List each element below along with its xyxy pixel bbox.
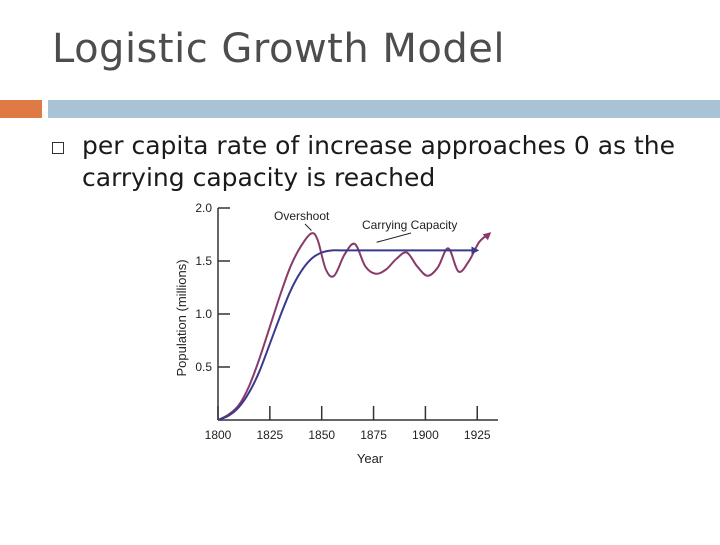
- slide-title: Logistic Growth Model: [52, 26, 505, 72]
- y-tick-label: 0.5: [195, 360, 212, 374]
- x-tick-label: 1925: [464, 428, 491, 442]
- y-tick-label: 1.5: [195, 254, 212, 268]
- x-tick-label: 1850: [308, 428, 335, 442]
- y-tick-label: 2.0: [195, 201, 212, 215]
- overshoot-line: [217, 232, 492, 421]
- bullet-text: per capita rate of increase approaches 0…: [82, 131, 676, 192]
- chart-axes: 0.5 1.0 1.5 2.0 1800 1825 1850 1875 1900 1925: [195, 201, 498, 442]
- carrying-capacity-line: [217, 246, 480, 421]
- chart-labels: Year Population (millions) Overshoot Carryi…: [174, 209, 457, 466]
- y-tick-label: 1.0: [195, 307, 212, 321]
- annotation-carrying-capacity: Carrying Capacity: [362, 218, 457, 232]
- x-tick-label: 1800: [205, 428, 232, 442]
- x-axis-title: Year: [357, 451, 384, 466]
- bullet-square-icon: [52, 142, 64, 154]
- x-tick-label: 1900: [412, 428, 439, 442]
- accent-bar-orange: [0, 100, 42, 118]
- x-tick-label: 1875: [360, 428, 387, 442]
- accent-bar-blue: [48, 100, 720, 118]
- annotation-overshoot-pointer: [304, 223, 312, 231]
- chart-series: [217, 232, 492, 421]
- annotation-overshoot: Overshoot: [274, 209, 330, 223]
- x-tick-label: 1825: [257, 428, 284, 442]
- annotation-carrying-capacity-pointer: [376, 232, 412, 243]
- y-axis-title: Population (millions): [174, 259, 189, 376]
